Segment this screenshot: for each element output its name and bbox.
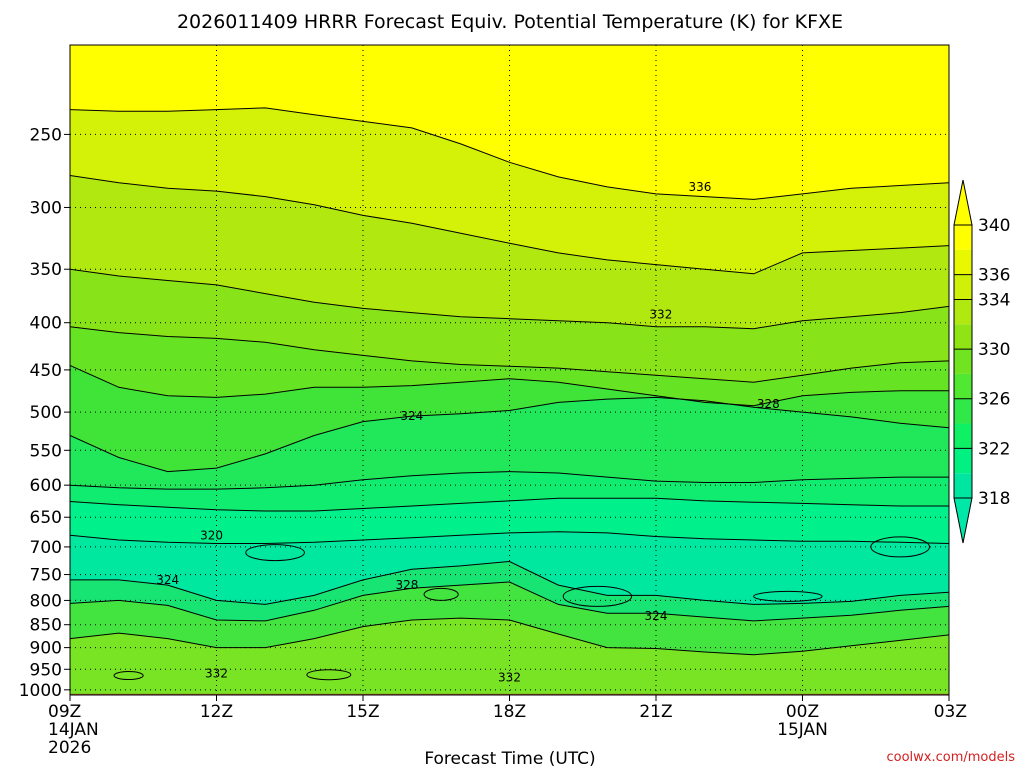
colorbar-swatch <box>954 398 972 424</box>
contour-line <box>245 544 305 562</box>
x-tick-sublabel: 2026 <box>48 738 91 758</box>
ground-strip <box>70 693 949 695</box>
y-tick-label: 800 <box>30 591 62 611</box>
contour-label: 324 <box>156 573 179 587</box>
y-tick-label: 600 <box>30 476 62 496</box>
colorbar-label: 326 <box>978 390 1010 410</box>
colorbar: 318 322 326 330 334 336 340 <box>953 179 1010 544</box>
y-tick-label: 350 <box>30 260 62 280</box>
y-tick-label: 1000 <box>19 681 62 701</box>
colorbar-swatch <box>954 349 972 374</box>
colorbar-swatch <box>954 324 972 350</box>
plot-area: 336 332 328 324 320 324 328 324 332 332 <box>70 45 949 695</box>
y-tick-label: 950 <box>30 660 62 680</box>
y-tick-label: 650 <box>30 508 62 528</box>
colorbar-label: 340 <box>978 216 1010 236</box>
colorbar-top-arrow <box>953 179 973 226</box>
contour-line <box>70 107 949 200</box>
contour-label: 332 <box>205 666 228 680</box>
contour-line <box>113 671 144 681</box>
x-tick-label: 21Z <box>639 702 672 722</box>
contour-label: 332 <box>649 308 672 322</box>
colorbar-swatch <box>954 249 972 275</box>
colorbar-swatch <box>954 423 972 449</box>
contour-label: 336 <box>688 180 711 194</box>
colorbar-swatch <box>954 373 972 399</box>
y-tick-label: 750 <box>30 566 62 586</box>
colorbar-label: 334 <box>978 290 1010 310</box>
colorbar-bottom-arrow <box>953 497 973 544</box>
contour-label: 320 <box>200 528 223 542</box>
colorbar-label: 322 <box>978 439 1010 459</box>
colorbar-label: 318 <box>978 489 1010 509</box>
x-tick-label: 09Z <box>48 702 81 722</box>
y-tick-label: 550 <box>30 441 62 461</box>
colorbar-label: 336 <box>978 266 1010 286</box>
y-tick-label: 900 <box>30 639 62 659</box>
contour-label: 332 <box>498 671 521 685</box>
colorbar-label: 330 <box>978 340 1010 360</box>
contour-line <box>562 585 633 607</box>
x-tick-label: 18Z <box>493 702 526 722</box>
contour-label: 324 <box>645 609 668 623</box>
y-tick-label: 700 <box>30 538 62 558</box>
contour-line <box>70 471 949 490</box>
chart-title: 2026011409 HRRR Forecast Equiv. Potentia… <box>177 11 843 33</box>
contour-line <box>70 531 949 544</box>
band-fill <box>70 45 949 200</box>
y-tick-label: 300 <box>30 198 62 218</box>
y-tick-label: 450 <box>30 361 62 381</box>
contour-line <box>70 175 949 275</box>
x-tick-label: 12Z <box>200 702 233 722</box>
colorbar-swatch <box>954 274 972 300</box>
x-tick-label: 15Z <box>346 702 379 722</box>
contour-line <box>753 590 823 602</box>
x-tick-label: 03Z <box>934 702 967 722</box>
credit-text: coolwx.com/models <box>886 750 1015 765</box>
contour-label: 324 <box>400 409 423 423</box>
x-axis-label: Forecast Time (UTC) <box>424 749 595 768</box>
x-tick-sublabel: 14JAN <box>48 720 99 740</box>
contour-label: 328 <box>395 578 418 592</box>
colorbar-swatch <box>954 473 972 498</box>
y-axis: 250 300 350 400 450 500 550 600 650 700 750 800 850 9… <box>19 125 70 701</box>
y-tick-label: 500 <box>30 403 62 423</box>
y-tick-label: 850 <box>30 616 62 636</box>
y-tick-label: 250 <box>30 125 62 145</box>
colorbar-swatch <box>954 448 972 474</box>
x-tick-label: 00Z <box>786 702 819 722</box>
colorbar-swatch <box>954 299 972 325</box>
contour-label: 328 <box>757 397 780 411</box>
contour-line <box>423 587 459 601</box>
x-tick-sublabel: 15JAN <box>777 720 828 740</box>
colorbar-swatch <box>954 225 972 250</box>
contour-line <box>306 669 352 681</box>
y-tick-label: 400 <box>30 314 62 334</box>
